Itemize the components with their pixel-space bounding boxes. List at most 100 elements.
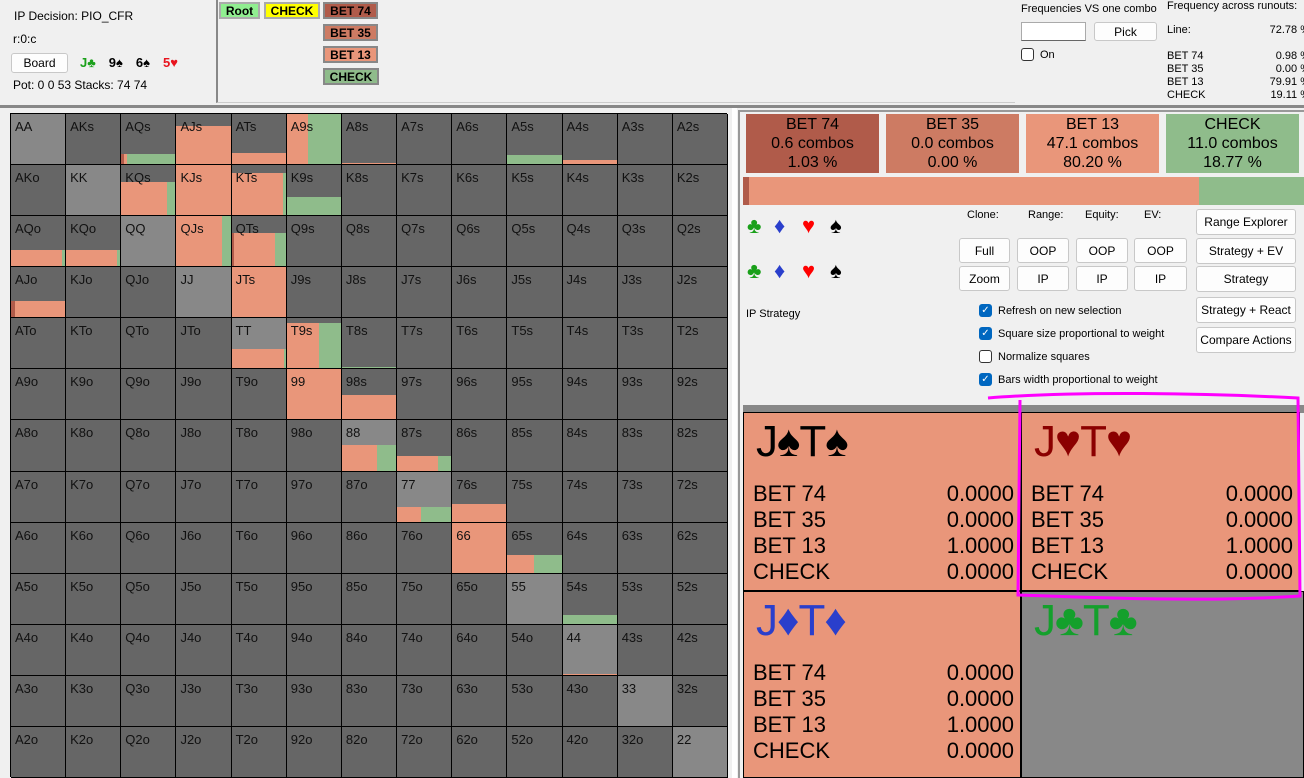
hand-cell-83o[interactable]: 83o xyxy=(341,675,398,727)
hand-cell-A2o[interactable]: A2o xyxy=(11,726,67,778)
tree-node-check-child[interactable]: CHECK xyxy=(323,68,379,85)
hand-cell-J5s[interactable]: J5s xyxy=(507,267,563,319)
hand-cell-A9o[interactable]: A9o xyxy=(11,369,67,421)
hand-cell-65o[interactable]: 65o xyxy=(452,573,508,625)
hand-cell-82s[interactable]: 82s xyxy=(672,420,728,472)
hand-cell-AKs[interactable]: AKs xyxy=(66,114,122,166)
checkbox-box[interactable]: ✓ xyxy=(979,304,992,317)
hand-cell-32o[interactable]: 32o xyxy=(617,726,673,778)
combo-input[interactable] xyxy=(1021,22,1086,41)
hand-cell-66[interactable]: 66 xyxy=(452,522,508,574)
hand-cell-A7s[interactable]: A7s xyxy=(397,114,453,166)
hand-cell-83s[interactable]: 83s xyxy=(617,420,673,472)
hand-cell-QTs[interactable]: QTs xyxy=(231,216,287,268)
hand-cell-JTs[interactable]: JTs xyxy=(231,267,287,319)
heart-filter-icon-2[interactable]: ♥ xyxy=(802,258,816,283)
hand-cell-JTo[interactable]: JTo xyxy=(176,318,232,370)
club-filter-icon-2[interactable]: ♣ xyxy=(747,258,762,283)
hand-cell-KQo[interactable]: KQo xyxy=(66,216,122,268)
hand-cell-Q4s[interactable]: Q4s xyxy=(562,216,618,268)
hand-cell-KTo[interactable]: KTo xyxy=(66,318,122,370)
hand-cell-52o[interactable]: 52o xyxy=(507,726,563,778)
hand-cell-J2o[interactable]: J2o xyxy=(176,726,232,778)
hand-cell-K8s[interactable]: K8s xyxy=(341,165,398,217)
hand-cell-A5o[interactable]: A5o xyxy=(11,573,67,625)
hand-cell-88[interactable]: 88 xyxy=(341,420,398,472)
hand-cell-A3o[interactable]: A3o xyxy=(11,675,67,727)
hand-cell-96o[interactable]: 96o xyxy=(286,522,342,574)
hand-cell-T7s[interactable]: T7s xyxy=(397,318,453,370)
equity-oop-button[interactable]: OOP xyxy=(1076,238,1128,263)
range-explorer-button[interactable]: Range Explorer xyxy=(1196,209,1296,235)
hand-cell-92o[interactable]: 92o xyxy=(286,726,342,778)
hand-cell-K3o[interactable]: K3o xyxy=(66,675,122,727)
range-oop-button[interactable]: OOP xyxy=(1017,238,1069,263)
hand-cell-54s[interactable]: 54s xyxy=(562,573,618,625)
checkbox-box[interactable] xyxy=(979,350,992,363)
hand-cell-Q8o[interactable]: Q8o xyxy=(121,420,177,472)
option-checkbox[interactable]: ✓ Bars width proportional to weight xyxy=(979,373,1158,386)
tree-node-bet74[interactable]: BET 74 xyxy=(323,2,378,19)
hand-cell-73o[interactable]: 73o xyxy=(397,675,453,727)
hand-cell-Q3o[interactable]: Q3o xyxy=(121,675,177,727)
hand-cell-K7o[interactable]: K7o xyxy=(66,471,122,523)
hand-cell-J7s[interactable]: J7s xyxy=(397,267,453,319)
hand-cell-K4o[interactable]: K4o xyxy=(66,624,122,676)
hand-cell-T7o[interactable]: T7o xyxy=(231,471,287,523)
hand-cell-T6s[interactable]: T6s xyxy=(452,318,508,370)
hand-cell-96s[interactable]: 96s xyxy=(452,369,508,421)
hand-cell-Q7o[interactable]: Q7o xyxy=(121,471,177,523)
diamond-filter-icon-2[interactable]: ♦ xyxy=(774,258,786,283)
hand-cell-T2o[interactable]: T2o xyxy=(231,726,287,778)
tree-node-bet13[interactable]: BET 13 xyxy=(323,46,378,63)
hand-cell-K6o[interactable]: K6o xyxy=(66,522,122,574)
hand-cell-95s[interactable]: 95s xyxy=(507,369,563,421)
range-ip-button[interactable]: IP xyxy=(1017,266,1069,291)
hand-cell-75s[interactable]: 75s xyxy=(507,471,563,523)
hand-cell-44[interactable]: 44 xyxy=(562,624,618,676)
checkbox-box[interactable] xyxy=(1021,48,1034,61)
hand-cell-53o[interactable]: 53o xyxy=(507,675,563,727)
strategy-react-button[interactable]: Strategy + React xyxy=(1196,297,1296,323)
action-summary-box[interactable]: CHECK 11.0 combos 18.77 % xyxy=(1166,114,1299,173)
hand-cell-93o[interactable]: 93o xyxy=(286,675,342,727)
hand-cell-AA[interactable]: AA xyxy=(11,114,67,166)
hand-cell-K2o[interactable]: K2o xyxy=(66,726,122,778)
hand-cell-Q6s[interactable]: Q6s xyxy=(452,216,508,268)
hand-cell-K6s[interactable]: K6s xyxy=(452,165,508,217)
hand-cell-Q6o[interactable]: Q6o xyxy=(121,522,177,574)
heart-filter-icon-1[interactable]: ♥ xyxy=(802,213,816,238)
hand-cell-T3o[interactable]: T3o xyxy=(231,675,287,727)
option-checkbox[interactable]: ✓ Square size proportional to weight xyxy=(979,327,1164,340)
hand-cell-T8o[interactable]: T8o xyxy=(231,420,287,472)
hand-cell-53s[interactable]: 53s xyxy=(617,573,673,625)
option-checkbox[interactable]: Normalize squares xyxy=(979,350,1090,363)
hand-cell-Q2s[interactable]: Q2s xyxy=(672,216,728,268)
combo-card[interactable]: J♥T♥ BET 74 0.0000 BET 35 0.0000 BET 13 1.0000… xyxy=(1021,412,1300,591)
hand-cell-Q8s[interactable]: Q8s xyxy=(341,216,398,268)
hand-cell-75o[interactable]: 75o xyxy=(397,573,453,625)
hand-cell-AJo[interactable]: AJo xyxy=(11,267,67,319)
hand-cell-KJs[interactable]: KJs xyxy=(176,165,232,217)
combo-card[interactable]: J♣T♣ xyxy=(1021,591,1304,778)
hand-cell-94o[interactable]: 94o xyxy=(286,624,342,676)
hand-cell-T6o[interactable]: T6o xyxy=(231,522,287,574)
hand-cell-K9o[interactable]: K9o xyxy=(66,369,122,421)
hand-cell-99[interactable]: 99 xyxy=(286,369,342,421)
compare-actions-button[interactable]: Compare Actions xyxy=(1196,327,1296,353)
action-summary-box[interactable]: BET 35 0.0 combos 0.00 % xyxy=(886,114,1019,173)
hand-cell-43s[interactable]: 43s xyxy=(617,624,673,676)
hand-cell-85s[interactable]: 85s xyxy=(507,420,563,472)
hand-cell-55[interactable]: 55 xyxy=(507,573,563,625)
hand-cell-63s[interactable]: 63s xyxy=(617,522,673,574)
hand-cell-76o[interactable]: 76o xyxy=(397,522,453,574)
range-grid[interactable]: AA AKs AQs AJs ATs A9s A8s A7s A6s A5s A4s A3s A2s AK… xyxy=(10,113,728,778)
hand-cell-QTo[interactable]: QTo xyxy=(121,318,177,370)
spade-filter-icon-2[interactable]: ♠ xyxy=(830,258,842,283)
on-checkbox[interactable]: On xyxy=(1021,48,1055,61)
hand-cell-T9s[interactable]: T9s xyxy=(286,318,342,370)
hand-cell-97s[interactable]: 97s xyxy=(397,369,453,421)
hand-cell-Q4o[interactable]: Q4o xyxy=(121,624,177,676)
clone-full-button[interactable]: Full xyxy=(959,238,1010,263)
hand-cell-J3s[interactable]: J3s xyxy=(617,267,673,319)
